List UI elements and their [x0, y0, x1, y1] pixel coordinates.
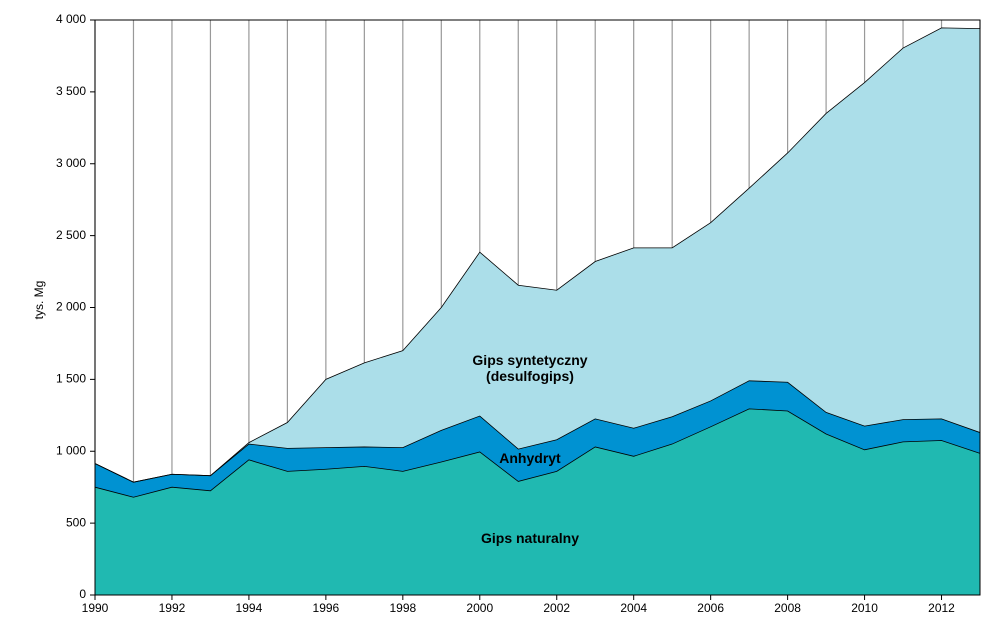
- x-tick-label: 2008: [774, 601, 801, 615]
- y-tick-label: 2 500: [56, 228, 86, 242]
- area: [95, 380, 980, 498]
- area-edge: [94, 408, 981, 498]
- area-edge: [94, 380, 981, 483]
- y-tick-label: 2 000: [56, 300, 86, 314]
- y-tick-label: 3 000: [56, 156, 86, 170]
- y-axis-label: tys. Mg: [32, 281, 46, 320]
- series-label: Gips naturalny: [480, 530, 580, 546]
- x-tick-label: 1996: [313, 601, 340, 615]
- y-tick-label: 500: [66, 515, 86, 529]
- y-tick-label: 1 500: [56, 372, 86, 386]
- series-label: Gips syntetyczny (desulfogips): [472, 352, 588, 384]
- y-tick-label: 0: [79, 587, 86, 601]
- y-tick-label: 1 000: [56, 443, 86, 457]
- x-tick-label: 2010: [851, 601, 878, 615]
- x-tick-label: 2006: [697, 601, 724, 615]
- x-tick-label: 1994: [236, 601, 263, 615]
- y-tick-label: 3 500: [56, 84, 86, 98]
- x-tick-label: 2002: [543, 601, 570, 615]
- series-label: Anhydryt: [499, 450, 561, 466]
- x-tick-label: 1992: [159, 601, 186, 615]
- x-tick-label: 2000: [466, 601, 493, 615]
- x-tick-label: 1998: [389, 601, 416, 615]
- area-edge: [94, 27, 981, 483]
- y-tick-label: 4 000: [56, 12, 86, 26]
- x-tick-label: 1990: [82, 601, 109, 615]
- x-tick-label: 2012: [928, 601, 955, 615]
- x-tick-label: 2004: [620, 601, 647, 615]
- area: [95, 27, 980, 483]
- area: [95, 408, 980, 595]
